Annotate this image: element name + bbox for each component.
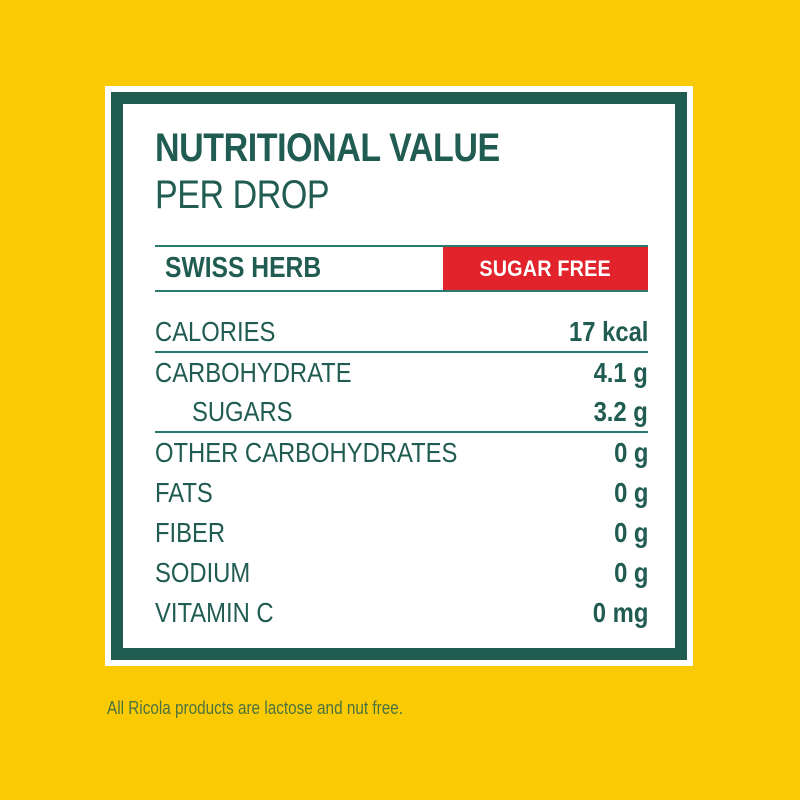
footer-note: All Ricola products are lactose and nut … <box>107 698 455 719</box>
nutrient-value: 0 g <box>613 477 648 508</box>
nutrient-value: 4.1 g <box>593 357 648 388</box>
nutrition-row: CALORIES 17 kcal <box>155 313 648 353</box>
nutrition-row: FATS 0 g <box>155 473 648 513</box>
nutrition-rows: CALORIES 17 kcal CARBOHYDRATE 4.1 g SUGA… <box>155 313 648 633</box>
nutrient-label: FIBER <box>155 517 226 548</box>
nutrient-label: VITAMIN C <box>155 597 274 628</box>
footer-note-text: All Ricola products are lactose and nut … <box>107 698 403 718</box>
page-title-text: NUTRITIONAL VALUE <box>155 126 500 170</box>
page-subtitle-text: PER DROP <box>155 173 330 217</box>
nutrient-label: FATS <box>155 477 213 508</box>
nutrient-label: SODIUM <box>155 557 251 588</box>
nutrient-value: 0 g <box>613 557 648 588</box>
nutrient-label: CALORIES <box>155 316 276 347</box>
nutrition-row: VITAMIN C 0 mg <box>155 593 648 633</box>
nutrient-label: OTHER CARBOHYDRATES <box>155 437 458 468</box>
nutrient-value: 3.2 g <box>593 396 648 427</box>
nutrition-row: FIBER 0 g <box>155 513 648 553</box>
nutrient-label: SUGARS <box>192 396 293 427</box>
nutrition-label-card: NUTRITIONAL VALUE PER DROP SWISS HERB SU… <box>105 86 693 666</box>
sugar-free-badge-label: SUGAR FREE <box>479 255 612 281</box>
nutrition-row: SODIUM 0 g <box>155 553 648 593</box>
nutrient-value: 17 kcal <box>568 316 648 347</box>
nutrition-row: OTHER CARBOHYDRATES 0 g <box>155 433 648 473</box>
variant-name: SWISS HERB <box>155 252 349 285</box>
nutrient-value: 0 g <box>613 517 648 548</box>
nutrition-row: SUGARS 3.2 g <box>155 393 648 433</box>
card-green-frame: NUTRITIONAL VALUE PER DROP SWISS HERB SU… <box>111 92 687 660</box>
nutrient-label: CARBOHYDRATE <box>155 357 352 388</box>
nutrition-row: CARBOHYDRATE 4.1 g <box>155 353 648 393</box>
variant-name-text: SWISS HERB <box>165 252 322 284</box>
page-subtitle: PER DROP <box>155 172 648 218</box>
page-title: NUTRITIONAL VALUE <box>155 124 648 172</box>
nutrient-value: 0 g <box>613 437 648 468</box>
sugar-free-badge: SUGAR FREE <box>443 247 648 290</box>
card-content: NUTRITIONAL VALUE PER DROP SWISS HERB SU… <box>123 104 675 648</box>
nutrient-value: 0 mg <box>592 597 648 628</box>
variant-header-row: SWISS HERB SUGAR FREE <box>155 245 648 292</box>
